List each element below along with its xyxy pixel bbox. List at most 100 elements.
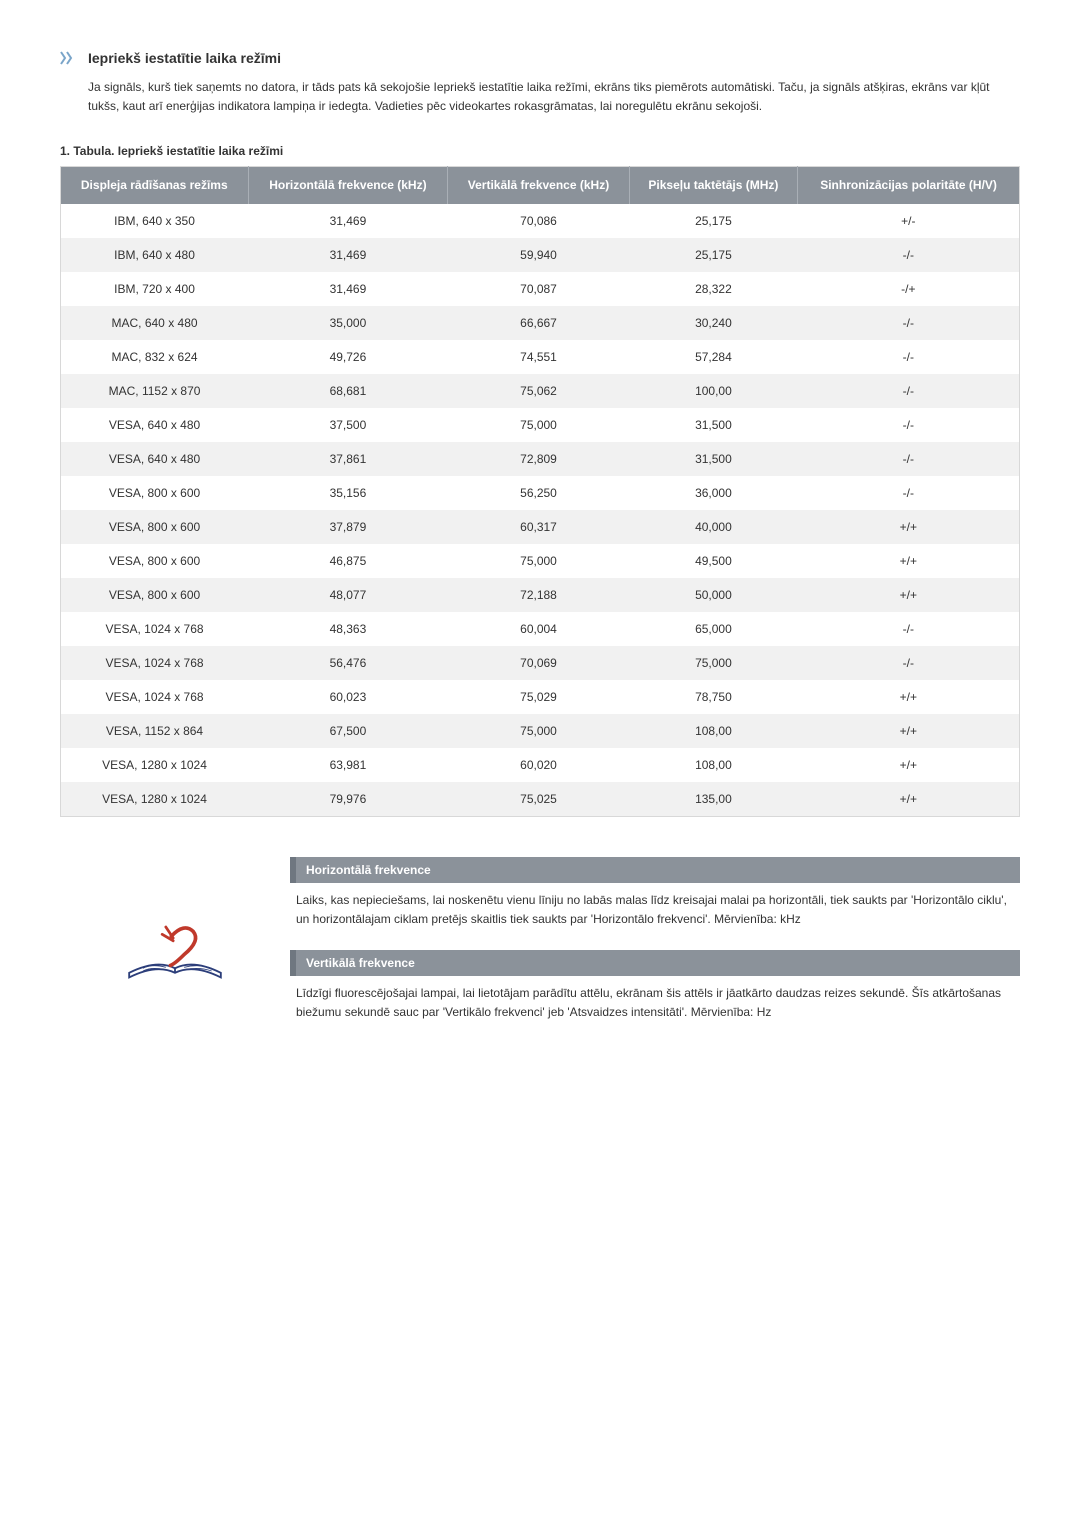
table-cell: +/+ [798,748,1020,782]
table-cell: 75,000 [448,408,629,442]
table-cell: -/- [798,646,1020,680]
table-cell: VESA, 640 x 480 [61,442,249,476]
table-row: MAC, 832 x 62449,72674,55157,284-/- [61,340,1020,374]
table-row: VESA, 800 x 60048,07772,18850,000+/+ [61,578,1020,612]
table-row: MAC, 1152 x 87068,68175,062100,00-/- [61,374,1020,408]
table-cell: 60,020 [448,748,629,782]
table-cell: 65,000 [629,612,797,646]
table-row: VESA, 1024 x 76848,36360,00465,000-/- [61,612,1020,646]
table-cell: 108,00 [629,748,797,782]
table-cell: -/- [798,340,1020,374]
table-cell: 25,175 [629,238,797,272]
table-cell: IBM, 720 x 400 [61,272,249,306]
table-cell: +/+ [798,544,1020,578]
table-row: IBM, 640 x 48031,46959,94025,175-/- [61,238,1020,272]
table-row: VESA, 800 x 60037,87960,31740,000+/+ [61,510,1020,544]
table-cell: 108,00 [629,714,797,748]
table-cell: 75,000 [448,714,629,748]
table-cell: MAC, 832 x 624 [61,340,249,374]
table-cell: -/- [798,612,1020,646]
table-cell: +/+ [798,510,1020,544]
table-row: MAC, 640 x 48035,00066,66730,240-/- [61,306,1020,340]
table-cell: 40,000 [629,510,797,544]
table-cell: 60,004 [448,612,629,646]
table-cell: 37,879 [248,510,448,544]
vfreq-text: Līdzīgi fluorescējošajai lampai, lai lie… [290,984,1020,1022]
table-cell: VESA, 1024 x 768 [61,680,249,714]
table-cell: 60,317 [448,510,629,544]
table-cell: 56,476 [248,646,448,680]
table-cell: 63,981 [248,748,448,782]
section-icon [60,51,78,65]
vfreq-heading: Vertikālā frekvence [290,950,1020,976]
table-cell: 75,000 [629,646,797,680]
table-cell: 70,069 [448,646,629,680]
table-cell: 28,322 [629,272,797,306]
table-row: VESA, 800 x 60046,87575,00049,500+/+ [61,544,1020,578]
intro-text: Ja signāls, kurš tiek saņemts no datora,… [88,78,1020,116]
table-cell: +/- [798,204,1020,238]
table-cell: VESA, 800 x 600 [61,476,249,510]
table-caption: 1. Tabula. Iepriekš iestatītie laika rež… [60,144,1020,158]
table-cell: -/- [798,476,1020,510]
table-cell: VESA, 1152 x 864 [61,714,249,748]
table-cell: VESA, 1024 x 768 [61,612,249,646]
table-cell: 75,025 [448,782,629,817]
table-cell: +/+ [798,714,1020,748]
table-cell: 59,940 [448,238,629,272]
table-cell: 56,250 [448,476,629,510]
table-cell: 74,551 [448,340,629,374]
table-cell: 31,500 [629,408,797,442]
table-cell: 70,086 [448,204,629,238]
col-vfreq: Vertikālā frekvence (kHz) [448,167,629,204]
table-cell: 100,00 [629,374,797,408]
table-cell: -/- [798,306,1020,340]
table-cell: VESA, 800 x 600 [61,544,249,578]
table-cell: 68,681 [248,374,448,408]
table-row: IBM, 720 x 40031,46970,08728,322-/+ [61,272,1020,306]
table-row: VESA, 800 x 60035,15656,25036,000-/- [61,476,1020,510]
col-hfreq: Horizontālā frekvence (kHz) [248,167,448,204]
table-row: VESA, 640 x 48037,86172,80931,500-/- [61,442,1020,476]
table-cell: -/- [798,408,1020,442]
table-row: VESA, 1024 x 76860,02375,02978,750+/+ [61,680,1020,714]
table-cell: 57,284 [629,340,797,374]
col-mode: Displeja rādīšanas režīms [61,167,249,204]
table-cell: 49,500 [629,544,797,578]
table-cell: 135,00 [629,782,797,817]
table-cell: +/+ [798,578,1020,612]
table-cell: VESA, 1280 x 1024 [61,748,249,782]
table-cell: 37,500 [248,408,448,442]
table-cell: 70,087 [448,272,629,306]
table-row: VESA, 1280 x 102479,97675,025135,00+/+ [61,782,1020,817]
table-cell: 75,000 [448,544,629,578]
table-cell: 35,156 [248,476,448,510]
timing-table: Displeja rādīšanas režīms Horizontālā fr… [60,166,1020,817]
table-cell: -/- [798,442,1020,476]
table-cell: MAC, 1152 x 870 [61,374,249,408]
table-cell: 31,469 [248,204,448,238]
table-cell: 67,500 [248,714,448,748]
table-row: VESA, 1024 x 76856,47670,06975,000-/- [61,646,1020,680]
hfreq-text: Laiks, kas nepieciešams, lai noskenētu v… [290,891,1020,929]
table-cell: 79,976 [248,782,448,817]
table-cell: VESA, 1280 x 1024 [61,782,249,817]
table-row: VESA, 1280 x 102463,98160,020108,00+/+ [61,748,1020,782]
table-cell: VESA, 800 x 600 [61,510,249,544]
table-cell: 31,469 [248,272,448,306]
col-pixclk: Pikseļu taktētājs (MHz) [629,167,797,204]
table-cell: 72,188 [448,578,629,612]
table-row: IBM, 640 x 35031,46970,08625,175+/- [61,204,1020,238]
table-cell: 36,000 [629,476,797,510]
table-cell: 78,750 [629,680,797,714]
table-cell: 30,240 [629,306,797,340]
table-cell: 25,175 [629,204,797,238]
table-cell: 35,000 [248,306,448,340]
table-cell: 31,469 [248,238,448,272]
table-cell: 75,062 [448,374,629,408]
page-title: Iepriekš iestatītie laika režīmi [88,50,281,66]
table-cell: 72,809 [448,442,629,476]
table-cell: VESA, 800 x 600 [61,578,249,612]
table-cell: IBM, 640 x 350 [61,204,249,238]
table-cell: -/+ [798,272,1020,306]
